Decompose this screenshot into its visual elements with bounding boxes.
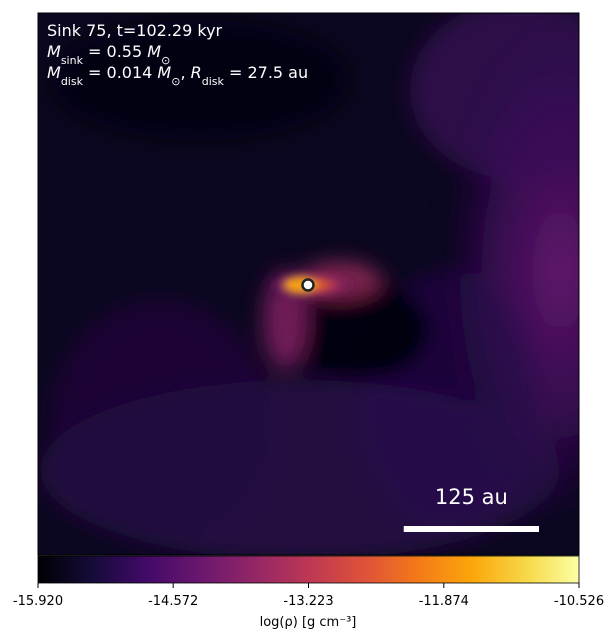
colorbar [37,555,580,584]
colorbar-tick-label: -13.223 [283,594,333,609]
annotation-part: = 0.55 [83,42,147,61]
colorbar-tick-label: -15.920 [13,594,63,609]
annotation-part: , [180,63,190,82]
annotation-part: disk [202,75,225,88]
density-image [38,13,579,555]
annotation-part: ⊙ [161,54,170,67]
annotation: Sink 75, t=102.29 kyr [47,21,223,40]
sink-marker [301,278,315,292]
annotation-part: M [47,63,61,82]
image-frame [37,12,580,556]
annotation-part: ⊙ [171,75,180,88]
scalebar-label: 125 au [435,485,508,509]
annotation: Mdisk = 0.014 M⊙, Rdisk = 27.5 au [47,63,308,88]
annotation: Msink = 0.55 M⊙ [47,42,170,67]
scalebar [403,526,539,532]
annotation-part: = 27.5 au [224,63,308,82]
annotation-part: R [191,63,202,82]
colorbar-label: log(ρ) [g cm⁻³] [260,615,357,630]
colorbar-tick-label: -14.572 [148,594,198,609]
colorbar-tick-label: -10.526 [554,594,604,609]
annotation-part: M [147,42,161,61]
annotation-part: M [47,42,61,61]
annotation-part: M [157,63,171,82]
colorbar-tick-label: -11.874 [419,594,469,609]
annotation-part: = 0.014 [83,63,157,82]
annotation-part: Sink 75, t=102.29 kyr [47,21,223,40]
annotation-part: sink [61,54,84,67]
annotation-part: disk [61,75,84,88]
